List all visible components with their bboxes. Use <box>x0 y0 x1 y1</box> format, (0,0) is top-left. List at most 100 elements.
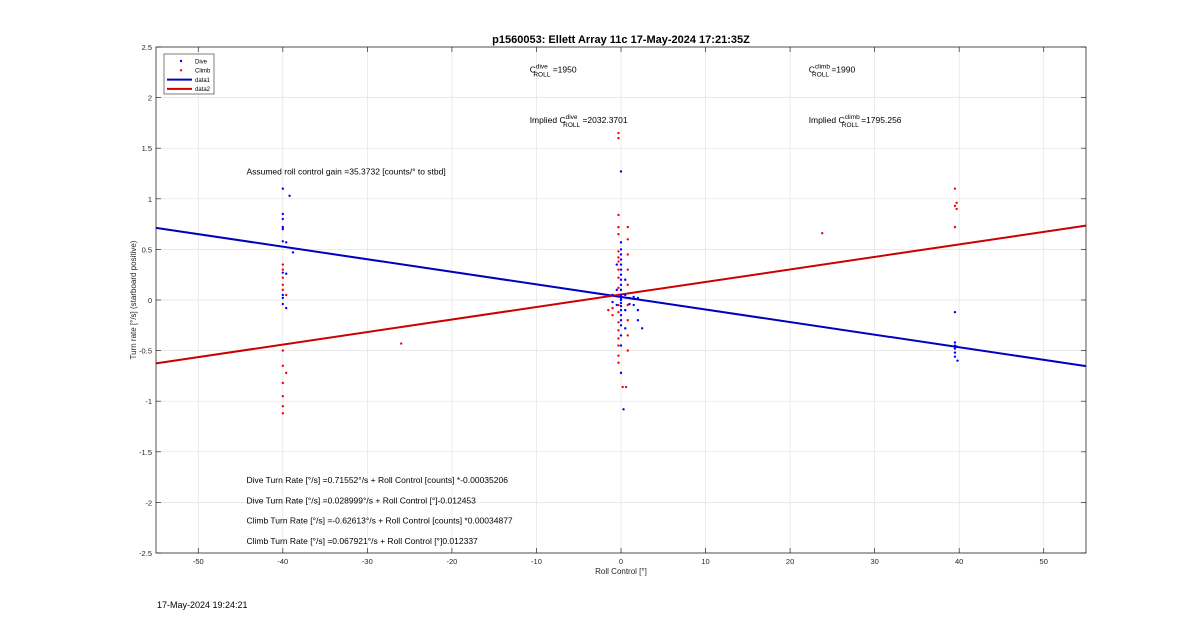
dive-point <box>956 359 959 362</box>
climb-point <box>281 263 285 266</box>
climb-point <box>617 310 620 314</box>
climb-point <box>285 293 288 297</box>
equation-annotation: Dive Turn Rate [°/s] =0.71552°/s + Roll … <box>246 475 508 485</box>
axis-ticks: -50 -40 -30 -20 -10 0 10 20 30 40 50-2.5-2-1.5-1-0… <box>139 43 1086 566</box>
dive-point <box>619 288 623 292</box>
x-tick-label: -20 <box>446 557 457 566</box>
climb-point <box>281 283 285 287</box>
dive-point <box>619 304 623 308</box>
climb-point <box>617 303 620 307</box>
climb-point <box>617 293 620 297</box>
y-tick-label: 1 <box>148 195 152 204</box>
dive-point <box>622 408 625 411</box>
dive-point <box>640 327 644 330</box>
climb-point <box>626 303 629 307</box>
dive-point <box>953 355 957 358</box>
dive-point <box>953 351 957 354</box>
x-tick-label: 20 <box>786 557 794 566</box>
roll-constant-annotation: Implied Cclimb ROLL =1795.256 <box>809 114 902 129</box>
climb-point <box>617 268 620 271</box>
climb-point <box>821 232 824 235</box>
x-tick-label: 30 <box>870 557 878 566</box>
climb-point <box>399 342 403 345</box>
x-tick-label: -40 <box>277 557 288 566</box>
climb-point <box>617 337 620 340</box>
climb-point <box>617 260 620 263</box>
dive-point <box>619 308 623 312</box>
x-tick-label: 0 <box>619 557 623 566</box>
climb-point <box>611 306 614 310</box>
dive-point <box>624 308 627 312</box>
equation-annotation: Dive Turn Rate [°/s] =0.028999°/s + Roll… <box>246 495 476 505</box>
climb-point <box>617 361 620 364</box>
dive-point <box>281 296 285 300</box>
dive-point <box>619 263 623 266</box>
climb-point <box>617 131 620 135</box>
dive-point <box>953 310 957 314</box>
dive-point <box>281 240 285 243</box>
climb-point <box>617 136 620 140</box>
dive-point <box>285 306 288 310</box>
dive-point <box>281 225 285 229</box>
y-tick-label: 0.5 <box>142 245 152 254</box>
y-tick-label: 2.5 <box>142 43 152 52</box>
dive-point <box>285 241 288 244</box>
dive-point <box>615 263 618 266</box>
y-tick-label: 1.5 <box>142 144 152 153</box>
climb-point <box>621 385 624 389</box>
climb-point <box>617 344 620 347</box>
dive-point <box>619 371 623 375</box>
chart-legend: Dive Climb data1 data2 <box>163 53 215 95</box>
y-axis-label: Turn rate [°/s] (starboard positive) <box>129 240 138 359</box>
dive-point <box>619 324 623 327</box>
dive-point <box>619 319 623 322</box>
dive-point <box>281 293 285 297</box>
dive-point <box>624 278 627 281</box>
x-axis-label: Roll Control [°] <box>595 567 647 576</box>
dive-point <box>953 341 957 344</box>
dive-point <box>619 293 623 297</box>
dive-point <box>619 241 623 244</box>
climb-point <box>617 321 620 324</box>
legend-climb-marker <box>179 69 183 72</box>
climb-point <box>626 283 629 287</box>
dive-point <box>619 268 623 271</box>
climb-point <box>611 313 614 317</box>
legend-data1-label: data1 <box>195 78 211 84</box>
climb-point <box>281 412 285 415</box>
dive-point <box>619 334 623 337</box>
climb-point <box>624 385 628 389</box>
dive-point <box>624 327 627 330</box>
climb-point <box>285 371 288 375</box>
climb-point <box>281 288 285 292</box>
dive-point <box>281 212 285 216</box>
climb-point <box>281 349 285 352</box>
annotations: Cdive ROLL =1950 Cclimb ROLL =1990 Implied C… <box>246 63 901 546</box>
climb-point <box>953 225 957 229</box>
climb-point <box>617 250 620 253</box>
dive-point <box>281 227 285 231</box>
climb-point <box>617 225 620 229</box>
dive-point <box>281 302 285 306</box>
climb-point <box>617 213 620 217</box>
dive-point <box>636 319 640 322</box>
climb-point <box>626 268 629 271</box>
dive-point <box>615 303 618 307</box>
dive-point <box>611 300 614 304</box>
dive-point <box>619 301 623 305</box>
y-tick-label: 0 <box>148 296 152 305</box>
x-tick-label: -10 <box>531 557 542 566</box>
x-tick-label: 50 <box>1040 557 1048 566</box>
climb-point <box>281 394 285 398</box>
dive-point <box>291 251 295 254</box>
dive-point <box>636 308 640 312</box>
dive-point <box>615 288 618 292</box>
climb-point <box>281 364 285 367</box>
climb-point <box>617 354 620 357</box>
climb-point <box>626 253 629 256</box>
dive-point <box>619 298 623 302</box>
equation-annotation: Climb Turn Rate [°/s] =0.067921°/s + Rol… <box>246 536 478 546</box>
dive-point <box>619 258 623 261</box>
x-tick-label: -30 <box>362 557 373 566</box>
